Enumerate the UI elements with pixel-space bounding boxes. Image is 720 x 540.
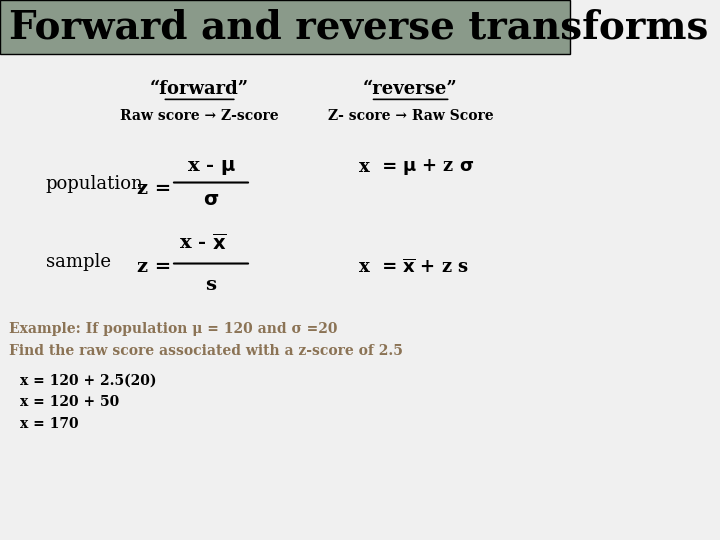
FancyBboxPatch shape	[0, 0, 570, 54]
Text: x  =: x =	[359, 158, 397, 177]
Text: z =: z =	[137, 180, 171, 198]
Text: “forward”: “forward”	[150, 80, 249, 98]
Text: x  =: x =	[359, 258, 397, 276]
Text: $\mathbf{\overline{x}}$ + z s: $\mathbf{\overline{x}}$ + z s	[402, 258, 469, 276]
Text: z =: z =	[137, 258, 171, 276]
Text: population: population	[45, 174, 143, 193]
Text: $\bf{\sigma}$: $\bf{\sigma}$	[203, 191, 219, 209]
Text: sample: sample	[45, 253, 111, 271]
Text: Z- score → Raw Score: Z- score → Raw Score	[328, 109, 493, 123]
Text: x - $\mathbf{\overline{x}}$: x - $\mathbf{\overline{x}}$	[179, 233, 226, 253]
Text: Example: If population μ = 120 and σ =20: Example: If population μ = 120 and σ =20	[9, 322, 337, 336]
Text: Find the raw score associated with a z-score of 2.5: Find the raw score associated with a z-s…	[9, 344, 402, 358]
Text: $\bf{\mu}$ + z $\bf{\sigma}$: $\bf{\mu}$ + z $\bf{\sigma}$	[402, 157, 474, 178]
Text: x = 120 + 2.5(20): x = 120 + 2.5(20)	[20, 374, 156, 388]
Text: “reverse”: “reverse”	[363, 80, 458, 98]
Text: x - $\bf{\mu}$: x - $\bf{\mu}$	[186, 158, 235, 177]
Text: x = 120 + 50: x = 120 + 50	[20, 395, 120, 409]
Text: x = 170: x = 170	[20, 417, 78, 431]
Text: Forward and reverse transforms: Forward and reverse transforms	[9, 8, 708, 46]
Text: Raw score → Z-score: Raw score → Z-score	[120, 109, 279, 123]
Text: s: s	[205, 276, 217, 294]
